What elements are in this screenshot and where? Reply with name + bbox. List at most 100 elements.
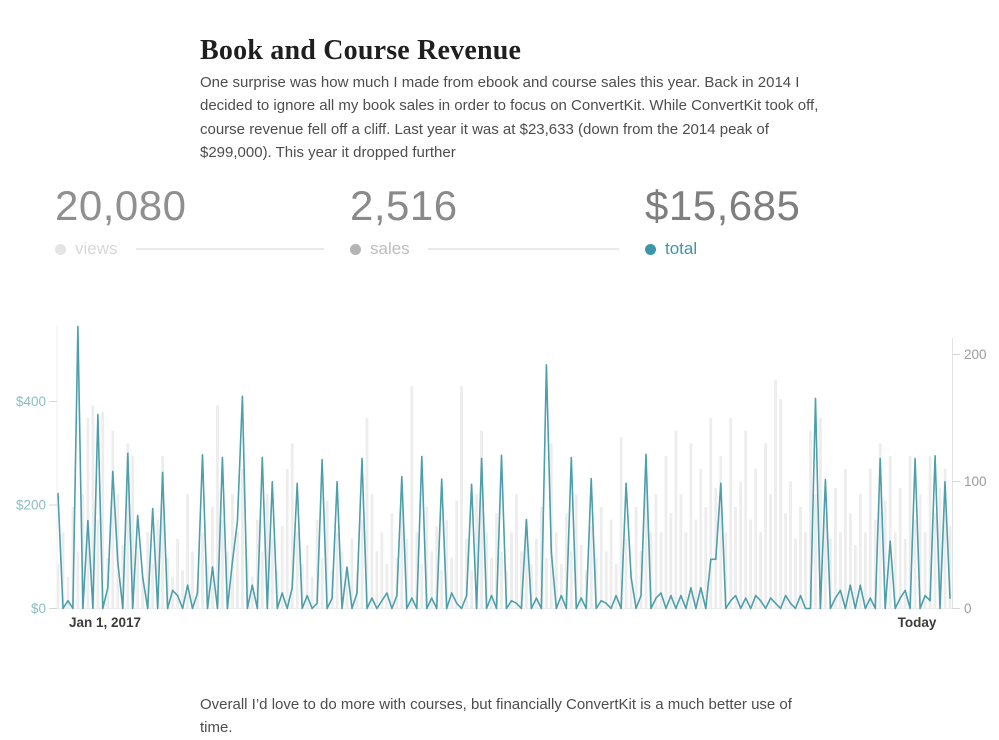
views-bar — [270, 538, 274, 609]
views-bar — [400, 494, 404, 609]
views-bar — [804, 532, 807, 609]
views-bar — [146, 532, 150, 609]
views-bar — [719, 456, 723, 609]
views-bar — [559, 564, 563, 609]
views-bar — [754, 468, 758, 609]
views-bar — [709, 418, 713, 609]
right-axis-tick-label: 0 — [964, 601, 972, 616]
views-bar — [799, 506, 802, 609]
views-bar — [759, 532, 762, 609]
views-bar — [913, 519, 917, 609]
views-bar — [176, 538, 179, 609]
views-bar — [295, 532, 299, 609]
stat-sales[interactable]: 2,516 sales — [350, 182, 645, 259]
stat-total[interactable]: $15,685 total — [645, 182, 940, 259]
left-axis-tick-label: $0 — [31, 601, 46, 616]
views-bar — [430, 551, 434, 609]
views-bar — [893, 532, 897, 609]
views-bar — [445, 519, 449, 609]
sales-legend-dot-icon — [350, 243, 361, 255]
views-bar — [335, 532, 339, 609]
views-bar — [131, 456, 135, 609]
views-bar — [938, 487, 942, 609]
views-bar — [659, 532, 663, 609]
views-bar — [290, 443, 294, 609]
views-bar — [684, 532, 688, 609]
views-bar — [485, 532, 488, 609]
views-bar — [360, 519, 364, 609]
views-bar — [943, 468, 947, 609]
views-bar — [231, 494, 234, 609]
views-bar — [689, 443, 693, 609]
views-legend-dot-icon — [55, 243, 66, 255]
views-bar — [928, 456, 932, 609]
views-bar — [694, 519, 698, 609]
views-bar — [236, 532, 239, 609]
views-bar — [186, 494, 189, 609]
views-bar — [141, 576, 145, 609]
views-bar — [589, 525, 593, 609]
x-axis-start-label: Jan 1, 2017 — [69, 615, 141, 630]
views-bar — [824, 519, 827, 609]
views-bar — [250, 576, 254, 609]
left-axis-tick-label: $400 — [16, 394, 46, 409]
views-bar — [510, 532, 513, 609]
views-bar — [530, 564, 533, 609]
views-bar — [629, 570, 633, 609]
views-bar — [196, 583, 199, 609]
views-bar — [71, 506, 75, 609]
views-bar — [226, 551, 229, 609]
views-bar — [455, 500, 459, 609]
views-bar — [644, 481, 648, 609]
views-bar — [699, 468, 703, 609]
views-bar — [525, 519, 528, 609]
views-bar — [888, 456, 892, 609]
views-bar — [156, 519, 160, 609]
views-bar — [858, 494, 862, 609]
views-bar — [61, 532, 65, 609]
views-bar — [918, 494, 922, 609]
views-bar — [66, 576, 70, 609]
intro-paragraph: One surprise was how much I made from eb… — [200, 74, 819, 161]
views-bar — [96, 519, 100, 609]
views-bar — [948, 525, 952, 609]
views-bar — [739, 481, 743, 609]
legend-divider-line — [427, 248, 619, 251]
views-bar — [480, 430, 483, 609]
views-bar — [769, 494, 772, 609]
views-bar — [191, 551, 194, 609]
views-bar — [764, 443, 767, 609]
views-bar — [325, 500, 329, 609]
views-bar — [285, 468, 289, 609]
views-bar — [634, 506, 638, 609]
revenue-chart-area: $0 $200 $400 0 100 200 Jan 1, 2017 Today — [0, 300, 999, 640]
views-bar — [490, 557, 493, 609]
views-bar — [873, 519, 877, 609]
views-bar — [674, 430, 678, 609]
views-bar — [121, 545, 125, 609]
views-bar — [834, 487, 837, 609]
views-bar — [903, 538, 907, 609]
outro-paragraph: Overall I’d love to do more with courses… — [200, 696, 792, 737]
views-label: views — [75, 239, 118, 259]
views-bar — [166, 557, 169, 609]
views-bar — [375, 551, 379, 609]
views-bar — [76, 551, 80, 609]
views-bar — [809, 430, 812, 609]
views-bar — [405, 538, 409, 609]
views-bar — [908, 456, 912, 609]
views-bar — [86, 418, 90, 609]
views-bar — [774, 379, 777, 609]
total-label: total — [665, 239, 698, 259]
views-bar — [784, 513, 787, 609]
views-bar — [844, 468, 847, 609]
views-bar — [315, 519, 319, 609]
views-bar — [435, 525, 439, 609]
views-bar — [300, 564, 304, 609]
legend-divider-line — [135, 248, 324, 251]
stat-views[interactable]: 20,080 views — [55, 182, 350, 259]
views-bar — [365, 418, 369, 609]
right-axis-tick-label: 100 — [964, 474, 987, 489]
views-bar — [744, 430, 748, 609]
views-bar — [111, 430, 115, 609]
